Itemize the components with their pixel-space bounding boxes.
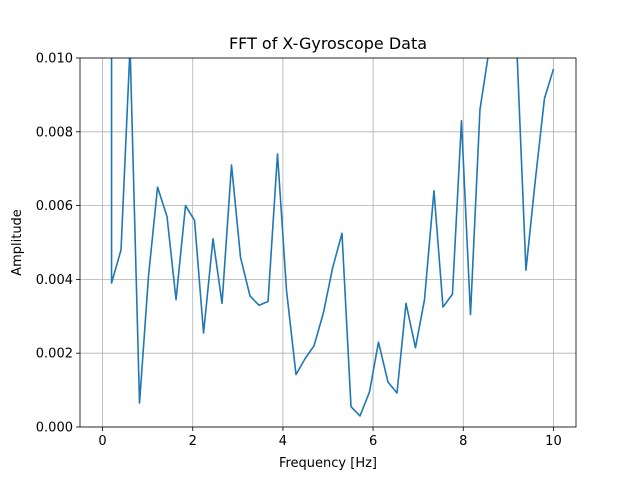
y-tick-label: 0.004: [36, 273, 73, 288]
x-tick-label: 8: [459, 434, 467, 449]
x-tick-label: 2: [189, 434, 197, 449]
x-axis-label: Frequency [Hz]: [279, 456, 377, 471]
x-tick-label: 4: [279, 434, 287, 449]
y-axis-label: Amplitude: [10, 209, 25, 276]
x-tick-label: 10: [545, 434, 562, 449]
x-tick-label: 6: [369, 434, 377, 449]
tick-layer: 0 2 4 6 8 10 0.000 0.002 0.004 0.006 0.008 0.010: [36, 52, 562, 450]
y-tick-label: 0.010: [36, 52, 73, 67]
y-tick-label: 0.000: [36, 421, 73, 436]
x-tick-label: 0: [98, 434, 106, 449]
fft-series-line: [110, 58, 555, 417]
y-tick-label: 0.006: [36, 199, 73, 214]
plot-frame: [79, 57, 577, 428]
y-tick-label: 0.008: [36, 125, 73, 140]
series-layer: [110, 58, 555, 417]
chart-title: FFT of X-Gyroscope Data: [229, 34, 427, 53]
y-tick-label: 0.002: [36, 347, 73, 362]
